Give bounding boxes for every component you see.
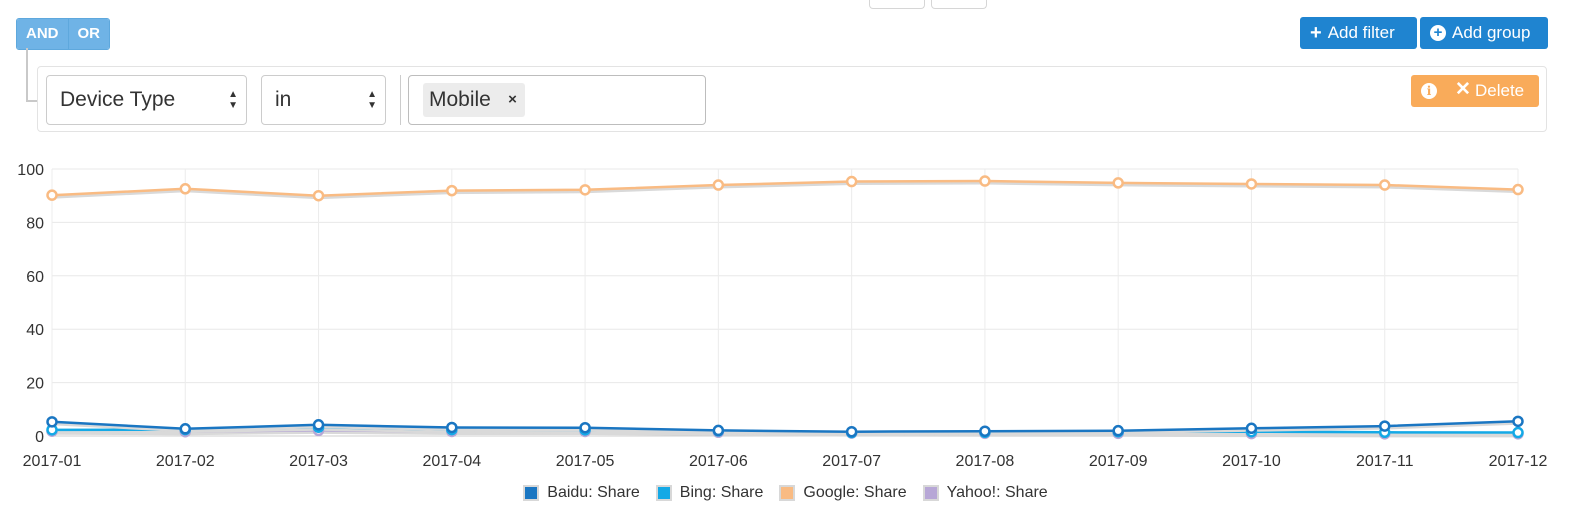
field-select[interactable]: Device Type ▲ ▼ [46, 75, 247, 125]
y-tick-label: 100 [17, 162, 44, 179]
series-line [51, 420, 1519, 433]
data-point [579, 421, 591, 434]
data-point [979, 175, 991, 187]
series-lines [51, 179, 1519, 438]
value-tag: Mobile × [423, 83, 525, 117]
data-point [845, 175, 858, 188]
data-point [312, 419, 325, 431]
delete-label: Delete [1475, 81, 1525, 100]
x-tick-label: 2017-12 [1489, 453, 1548, 470]
y-tick-label: 60 [26, 269, 44, 286]
data-point [46, 189, 58, 201]
series-line [51, 179, 1519, 197]
series-line-shadow [51, 421, 1519, 436]
data-point [712, 179, 725, 191]
add-group-button[interactable]: + Add group [1420, 17, 1548, 49]
filter-rule: Device Type ▲ ▼ in ▲ ▼ Mobile × i ✕ Delete [37, 66, 1547, 132]
x-tick-label: 2017-05 [556, 453, 615, 470]
data-point [46, 416, 58, 428]
data-point [1112, 177, 1124, 189]
chart-legend: Baidu: Share Bing: Share Google: Share Yaho… [0, 484, 1571, 502]
y-tick-label: 40 [26, 322, 44, 339]
series-points [46, 175, 1524, 440]
data-point [312, 189, 325, 202]
operator-select-value: in [275, 88, 292, 111]
info-icon: i [1421, 83, 1437, 99]
legend-swatch [779, 485, 796, 501]
legend-swatch [655, 485, 672, 501]
legend-label: Baidu: Share [547, 484, 640, 501]
x-tick-label: 2017-07 [822, 453, 881, 470]
data-point [712, 424, 725, 437]
y-tick-label: 80 [26, 215, 44, 232]
x-tick-label: 2017-08 [956, 453, 1015, 470]
legend-label: Google: Share [803, 484, 907, 501]
divider [400, 75, 401, 125]
data-point [845, 425, 858, 438]
remove-tag-icon[interactable]: × [508, 91, 517, 108]
data-point [446, 421, 458, 434]
plus-circle-icon: + [1430, 25, 1446, 41]
data-point [579, 184, 591, 196]
data-point [1512, 426, 1524, 439]
operator-select[interactable]: in ▲ ▼ [261, 75, 386, 125]
field-select-value: Device Type [60, 88, 176, 111]
select-arrows-icon: ▲ ▼ [228, 89, 238, 111]
x-tick-label: 2017-03 [289, 453, 348, 470]
data-point [1245, 178, 1258, 190]
chart-grid [51, 168, 1519, 437]
legend-label: Bing: Share [679, 484, 764, 501]
x-axis: 2017-01 2017-02 2017-03 2017-04 2017-05 2017-… [23, 453, 1548, 470]
close-icon: ✕ [1455, 79, 1471, 100]
y-axis: 0 20 40 60 80 100 [17, 162, 44, 446]
x-tick-label: 2017-06 [689, 453, 748, 470]
legend-swatch [922, 485, 939, 501]
legend-item[interactable]: Google: Share [779, 484, 907, 502]
and-button[interactable]: AND [17, 19, 68, 49]
data-point [1245, 422, 1258, 435]
data-point [179, 423, 192, 435]
add-filter-button[interactable]: + Add filter [1300, 17, 1417, 49]
data-point [446, 184, 458, 197]
x-tick-label: 2017-10 [1222, 453, 1281, 470]
plus-icon: + [1310, 22, 1322, 44]
x-tick-label: 2017-02 [156, 453, 215, 470]
group-connector-line [26, 48, 46, 102]
toolbar-button-stub-left[interactable] [869, 0, 925, 9]
data-point [1512, 183, 1524, 196]
condition-toggle: AND OR [16, 18, 110, 50]
or-button[interactable]: OR [67, 19, 109, 49]
delete-rule-button[interactable]: i ✕ Delete [1411, 75, 1539, 107]
legend-swatch [523, 485, 540, 501]
add-group-label: Add group [1452, 23, 1531, 42]
data-point [1378, 420, 1391, 432]
value-tag-input[interactable]: Mobile × [408, 75, 706, 125]
series-line-shadow [51, 181, 1519, 200]
legend-item[interactable]: Baidu: Share [523, 484, 640, 502]
select-arrows-icon: ▲ ▼ [367, 89, 377, 111]
x-tick-label: 2017-09 [1089, 453, 1148, 470]
add-filter-label: Add filter [1327, 23, 1395, 42]
y-tick-label: 20 [26, 376, 44, 393]
x-tick-label: 2017-11 [1356, 453, 1414, 470]
data-point [1512, 415, 1524, 428]
toolbar-button-stub-right[interactable] [931, 0, 987, 9]
data-point [979, 425, 991, 437]
data-point [179, 183, 192, 195]
legend-label: Yahoo!: Share [946, 484, 1048, 501]
data-point [1378, 179, 1391, 191]
legend-item[interactable]: Bing: Share [655, 484, 764, 502]
data-point [1112, 424, 1124, 437]
legend-item[interactable]: Yahoo!: Share [922, 484, 1048, 502]
y-tick-label: 0 [35, 429, 44, 446]
value-tag-label: Mobile [429, 88, 491, 111]
x-tick-label: 2017-01 [23, 453, 82, 470]
x-tick-label: 2017-04 [422, 453, 481, 470]
